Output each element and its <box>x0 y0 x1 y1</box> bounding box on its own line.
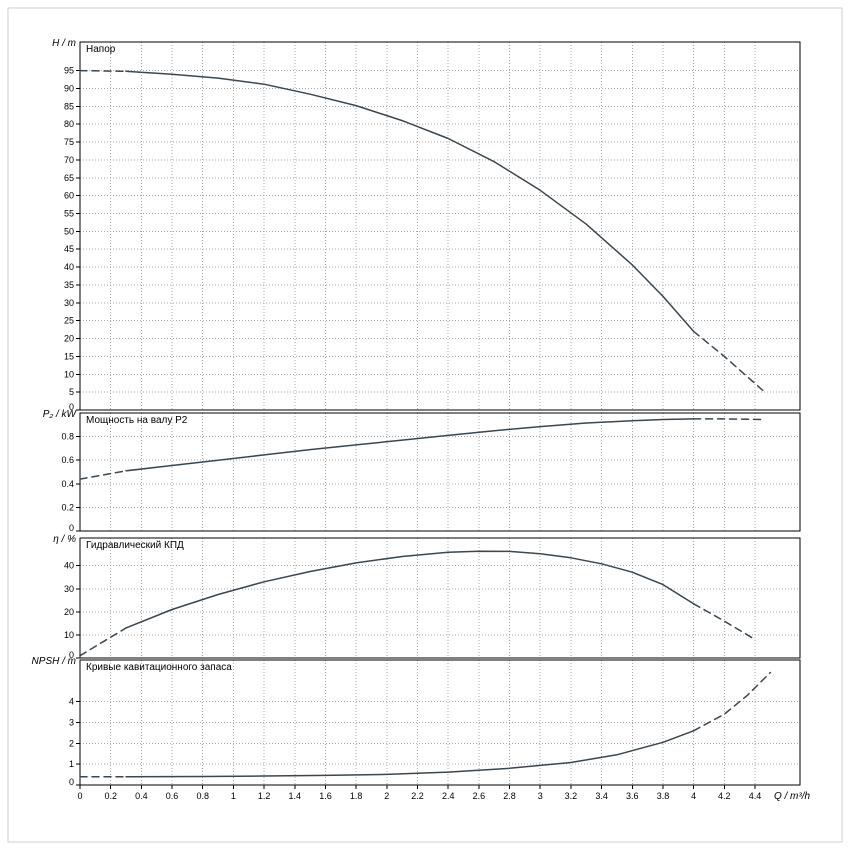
shaft-power-curve-dashed <box>79 470 127 480</box>
chart-title: Мощность на валу P2 <box>86 415 188 426</box>
chart-title: Напор <box>86 44 116 55</box>
x-tick-label: 2 <box>384 791 389 801</box>
x-tick-label: 1.6 <box>319 791 332 801</box>
y-tick-label: 10 <box>64 630 74 640</box>
x-tick-label: 4 <box>691 791 696 801</box>
y-tick-label: 0.2 <box>61 502 74 512</box>
x-tick-label: 4.2 <box>718 791 731 801</box>
y-tick-label: 90 <box>64 83 74 93</box>
x-tick-label: 0.8 <box>196 791 209 801</box>
plot-border <box>79 412 801 532</box>
x-axis: 0 0.2 0.4 0.6 0.8 1 1.2 1.4 1.6 1.8 2 2.2 2.4 2.6 2.8 3… <box>77 785 810 802</box>
y-tick-label: 4 <box>69 697 74 707</box>
y-axis-unit-label: NPSH / m <box>32 656 76 667</box>
y-tick-label: 80 <box>64 119 74 129</box>
y-tick-label: 85 <box>64 101 74 111</box>
plot-border <box>79 41 801 411</box>
y-tick-label: 55 <box>64 209 74 219</box>
efficiency-curve-dashed <box>79 627 127 657</box>
x-axis-unit-label: Q / m³/h <box>774 791 811 802</box>
y-tick-label: 0.4 <box>61 479 74 489</box>
y-tick-label: 60 <box>64 191 74 201</box>
y-tick-label: 0 <box>69 650 74 660</box>
y-tick-label: 40 <box>64 561 74 571</box>
npsh-curve-dashed <box>692 671 772 732</box>
y-tick-label: 0.6 <box>61 455 74 465</box>
y-tick-label: 5 <box>69 387 74 397</box>
x-tick-label: 2.6 <box>473 791 486 801</box>
head-curve-dashed <box>692 330 764 392</box>
y-tick-label: 75 <box>64 137 74 147</box>
shaft-power-curve-dashed <box>692 418 764 421</box>
chart-head: 0 5 10 15 20 25 30 35 40 45 50 55 60 65 70 75 80 85 90 95 H … <box>52 38 801 412</box>
y-tick-label: 70 <box>64 155 74 165</box>
head-curve-solid <box>125 70 695 333</box>
y-tick-label: 2 <box>69 738 74 748</box>
y-tick-label: 35 <box>64 280 74 290</box>
x-tick-label: 1.4 <box>289 791 302 801</box>
x-tick-label: 3.2 <box>565 791 578 801</box>
y-tick-label: 10 <box>64 369 74 379</box>
y-tick-label: 20 <box>64 334 74 344</box>
npsh-curve-solid <box>125 730 695 778</box>
y-axis-unit-label: η / % <box>53 534 76 545</box>
y-tick-label: 95 <box>64 66 74 76</box>
x-tick-label: 0.6 <box>166 791 179 801</box>
efficiency-curve-dashed <box>692 603 756 641</box>
y-tick-label: 45 <box>64 244 74 254</box>
y-tick-label: 30 <box>64 298 74 308</box>
y-axis-unit-label: P₂ / kW <box>43 409 78 420</box>
plot-border <box>79 659 801 786</box>
x-tick-label: 2.2 <box>411 791 424 801</box>
y-tick-label: 0.8 <box>61 432 74 442</box>
x-tick-label: 0.4 <box>135 791 148 801</box>
y-tick-label: 15 <box>64 351 74 361</box>
x-tick-label: 3.4 <box>595 791 608 801</box>
chart-power: 0 0.2 0.4 0.6 0.8 P₂ / kW Мощность на валу P2 <box>43 409 801 533</box>
y-tick-label: 25 <box>64 316 74 326</box>
x-tick-label: 1.8 <box>350 791 363 801</box>
x-tick-label: 0 <box>77 791 82 801</box>
x-tick-label: 4.4 <box>749 791 762 801</box>
y-tick-label: 0 <box>69 523 74 533</box>
y-tick-label: 1 <box>69 759 74 769</box>
x-tick-label: 2.8 <box>503 791 516 801</box>
outer-frame <box>7 7 843 843</box>
y-tick-label: 3 <box>69 718 74 728</box>
x-tick-label: 1 <box>231 791 236 801</box>
efficiency-curve-solid <box>125 550 695 629</box>
y-tick-label: 50 <box>64 226 74 236</box>
shaft-power-curve-solid <box>125 418 695 472</box>
chart-title: Гидравлический КПД <box>86 540 184 551</box>
x-tick-label: 3 <box>538 791 543 801</box>
chart-npsh: 0 1 2 3 4 NPSH / m Кривые кавитационного запас… <box>32 656 801 787</box>
y-tick-label: 30 <box>64 584 74 594</box>
y-tick-label: 0 <box>69 402 74 412</box>
y-axis-unit-label: H / m <box>52 38 76 49</box>
x-tick-label: 0.2 <box>104 791 117 801</box>
x-tick-label: 2.4 <box>442 791 455 801</box>
x-tick-label: 1.2 <box>258 791 271 801</box>
y-tick-label: 20 <box>64 607 74 617</box>
chart-efficiency: 0 10 20 30 40 η / % Гидравлический КПД <box>53 534 801 660</box>
x-tick-label: 3.8 <box>657 791 670 801</box>
y-tick-label: 0 <box>69 777 74 787</box>
x-tick-label: 3.6 <box>626 791 639 801</box>
y-tick-label: 65 <box>64 173 74 183</box>
chart-title: Кривые кавитационного запаса <box>86 662 232 673</box>
plot-border <box>79 537 801 659</box>
head-curve-dashed <box>79 69 127 73</box>
y-tick-label: 40 <box>64 262 74 272</box>
